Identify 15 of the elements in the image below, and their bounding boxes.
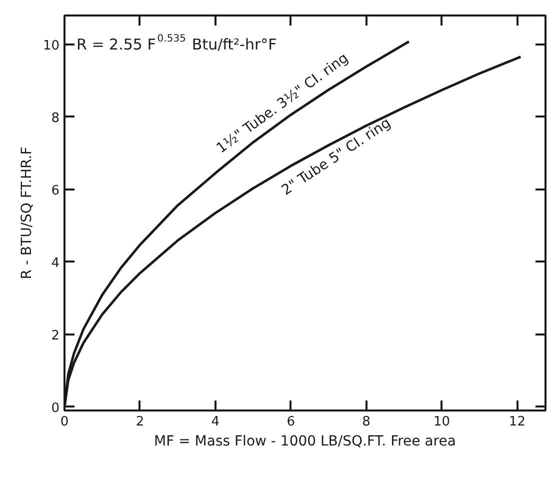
y-axis-title: R - BTU/SQ FT.HR.F <box>18 146 35 280</box>
x-tick-label: 2 <box>136 414 144 430</box>
y-tick-label: 10 <box>42 38 60 54</box>
y-tick-label: 8 <box>51 110 60 126</box>
y-tick-label: 2 <box>51 328 60 344</box>
x-axis-title: MF = Mass Flow - 1000 LB/SQ.FT. Free area <box>154 434 456 450</box>
y-tick-label: 6 <box>51 183 60 198</box>
x-tick-label: 10 <box>433 414 450 430</box>
y-tick-label: 4 <box>51 256 60 271</box>
x-tick-label: 8 <box>362 414 370 430</box>
y-tick-label: 0 <box>51 400 60 416</box>
annotation: 2" Tube 5" CI. ring <box>278 115 394 199</box>
x-tick-label: 12 <box>508 414 526 430</box>
x-tick-label: 6 <box>286 414 295 430</box>
x-tick-label: 4 <box>211 414 220 430</box>
